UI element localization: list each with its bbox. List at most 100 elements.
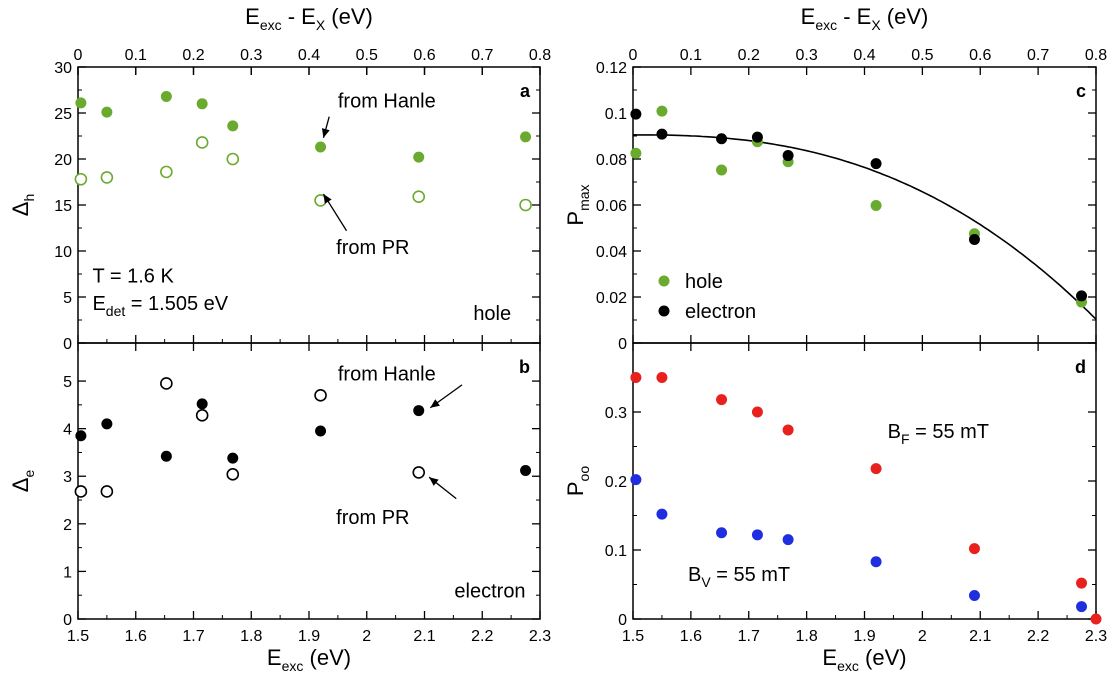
panel-b-series-0-point (75, 430, 87, 442)
panel-d-xtick-label: 1.6 (680, 628, 702, 645)
panel-d-xtick-label: 1.9 (853, 628, 875, 645)
panel-a-series-1-point (100, 171, 114, 184)
panel-d-series-0-point (716, 394, 728, 406)
panel-d-series-0-point (968, 543, 980, 555)
panel-c-legend-marker (658, 305, 670, 317)
panel-d-series-1-point (968, 590, 980, 602)
panel-d-series-1-point (716, 527, 728, 539)
panel-d-annotation-part-1: V (701, 574, 711, 590)
panel-c-legend-label: electron (685, 301, 756, 323)
panel-b-ytick-label: 4 (63, 422, 72, 439)
panel-b-series-0-point (520, 465, 532, 477)
panel-b-ytick-label: 1 (63, 564, 72, 581)
panel-d-ytick-label: 0.2 (605, 474, 627, 491)
panel-d-annotation-part-0: B (688, 564, 701, 586)
panel-a-detection-energy-part-0: E (92, 293, 105, 315)
panel-c-series-1-point (782, 150, 794, 162)
panel-c-ytick-label: 0 (618, 336, 627, 353)
panel-d-series-1-point (630, 474, 642, 486)
panel-d-annotation-part-2: = 55 mT (910, 421, 989, 443)
panel-a-ytick-label: 10 (54, 244, 72, 261)
panel-d-xtick-label: 2 (918, 628, 927, 645)
panel-a-arrow-head (321, 128, 330, 138)
panel-a-annotation: hole (473, 303, 511, 325)
panel-d-series-1-point (751, 529, 763, 541)
panel-b-arrow-head (430, 399, 440, 408)
panel-d-series-0-point (630, 372, 642, 383)
panel-c-ytick-label: 0.08 (596, 152, 627, 169)
panel-b-x-axis-label-part-0: E (267, 645, 282, 670)
panel-c-toptick-label: 0.5 (911, 47, 933, 64)
panel-a-toptick-label: 0 (74, 47, 83, 64)
panel-b-xtick-label: 1.9 (298, 628, 320, 645)
panel-d-annotation-part-1: F (901, 431, 910, 447)
panel-a-label: a (520, 81, 531, 101)
panel-a-ytick-label: 5 (63, 290, 72, 307)
panel-b-annotation-part-0: from PR (336, 507, 409, 529)
panel-b-series-0-point (227, 452, 239, 464)
panel-d-series-1-point (1076, 601, 1088, 613)
panel-b-label: b (519, 357, 530, 377)
panel-c-series-0-point (656, 105, 668, 117)
panel-d-series-0-point (656, 372, 668, 383)
panel-c-series-0-point (870, 199, 882, 211)
panel-a-series-1-point (195, 136, 209, 149)
panel-c-series-1-point (870, 158, 882, 170)
panel-d-xtick-label: 1.5 (622, 628, 644, 645)
panel-c-toptick-label: 0.4 (853, 47, 875, 64)
panel-c-series-1-point (751, 131, 763, 143)
panel-d-x-axis-label-part-1: exc (837, 658, 859, 674)
panel-a-detection-energy-part-1: det (106, 303, 126, 319)
panel-d-ytick-label: 0.1 (605, 543, 627, 560)
panel-b-xtick-label: 1.5 (67, 628, 89, 645)
panel-a-arrow-head (323, 193, 332, 204)
panel-c-series-1-point (968, 234, 980, 245)
panel-a-series-0-point (227, 120, 239, 132)
panel-d-series-0-point (870, 463, 882, 475)
panel-b-series-0-point (101, 418, 113, 430)
panel-b-annotation: from PR (336, 507, 409, 529)
panel-b-y-axis-label-part-0: Δ (8, 477, 33, 492)
panel-d-y-axis-label-part-1: oo (576, 466, 592, 482)
panel-c-series-1-point (716, 133, 728, 145)
panel-d-x-axis-label: Eexc (eV) (822, 645, 906, 674)
panel-d-xtick-label: 2.2 (1027, 628, 1049, 645)
panel-c-toptick-label: 0 (629, 47, 638, 64)
panel-d-series-1-point (870, 556, 882, 568)
panel-a-toptick-label: 0.4 (298, 47, 320, 64)
panel-c-ytick-label: 0.12 (596, 60, 627, 77)
panel-b-xtick-label: 2 (362, 628, 371, 645)
panel-d-annotation-part-2: = 55 mT (711, 564, 790, 586)
panel-b-annotation-part-0: electron (454, 581, 525, 603)
panel-a-series-1-point (226, 152, 240, 166)
panel-a-annotation-part-0: T = 1.6 K (92, 265, 174, 287)
panel-a-toptick-label: 0.5 (356, 47, 378, 64)
panel-d-xtick-label: 1.7 (738, 628, 760, 645)
panel-b-series-0-point (160, 450, 172, 462)
panel-b-x-axis-label-part-2: (eV) (303, 645, 351, 670)
panel-b-annotation: electron (454, 581, 525, 603)
panel-b-series-1-point (74, 485, 88, 498)
panel-c-y-axis-label-part-0: P (563, 211, 588, 226)
panel-a-annotation-part-0: from Hanle (338, 90, 436, 112)
panel-a-toptick-label: 0.1 (125, 47, 147, 64)
panel-c-fit-curve (632, 134, 1097, 320)
panel-a-annotation-part-0: hole (473, 303, 511, 325)
panel-a-toptick-label: 0.8 (529, 47, 551, 64)
panel-a-annotation: from PR (336, 237, 409, 259)
panel-a-toptick-label: 0.3 (240, 47, 262, 64)
panel-b-x-axis-label-part-1: exc (282, 658, 304, 674)
panel-b-y-axis-label: Δe (8, 470, 37, 493)
panel-d-xtick-label: 1.8 (796, 628, 818, 645)
panel-c-ytick-label: 0.1 (605, 106, 627, 123)
panel-b-annotation: from Hanle (338, 364, 436, 386)
panel-b-x-axis-label: Eexc (eV) (267, 645, 351, 674)
panel-c-series-0-point (630, 147, 642, 159)
panel-b-series-0-point (315, 425, 327, 437)
panel-d-annotation: BV = 55 mT (688, 564, 790, 590)
panel-a-series-1-point (519, 198, 532, 212)
panel-c-y-axis-label-part-1: max (576, 184, 592, 210)
panel-a-detection-energy-part-2: = 1.505 eV (125, 293, 229, 315)
panel-b-ytick-label: 0 (63, 612, 72, 629)
panel-b-ytick-label: 2 (63, 517, 72, 534)
